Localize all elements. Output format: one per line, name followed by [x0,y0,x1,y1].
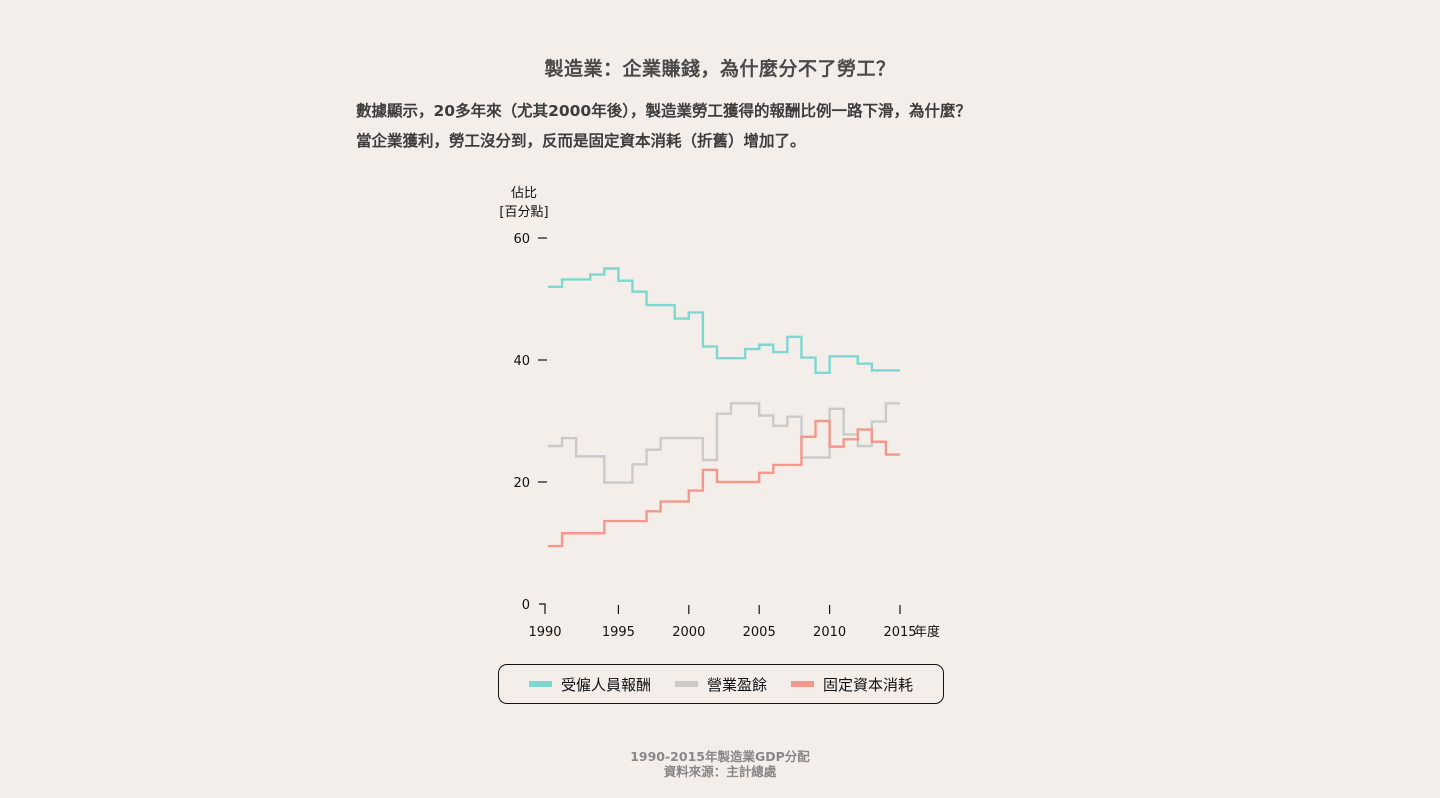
y-tick-label: 60 [513,232,530,247]
legend-item-capital-consumption: 固定資本消耗 [791,674,913,695]
chart-series [548,267,900,548]
y-tick-label: 40 [513,354,530,369]
x-tick-label: 1995 [602,625,635,640]
y-tick-label: 0 [522,598,530,613]
legend-label: 受僱人員報酬 [560,675,651,694]
chart-footer: 1990-2015年製造業GDP分配 資料來源：主計總處 [0,749,1440,779]
series-operating-surplus [548,402,900,484]
legend-swatch [528,681,552,687]
footer-source: 資料來源：主計總處 [663,764,777,779]
legend-item-operating-surplus: 營業盈餘 [674,674,767,695]
x-tick-label: 2010 [813,625,846,640]
chart-title: 製造業：企業賺錢，為什麼分不了勞工？ [544,58,896,80]
description-line-2: 當企業獲利，勞工沒分到，反而是固定資本消耗（折舊）增加了。 [356,132,806,150]
x-tick-label: 1990 [528,625,561,640]
legend-swatch [674,681,698,687]
x-tick-label: 2005 [743,625,776,640]
y-tick-label: 20 [513,476,530,491]
y-axis-label: 佔比 [511,186,537,201]
legend-item-employee-compensation: 受僱人員報酬 [528,674,651,695]
x-axis-label: 年度 [914,624,940,640]
chart-legend: 受僱人員報酬 營業盈餘 固定資本消耗 [498,664,944,704]
x-tick-label: 2000 [672,625,705,640]
y-axis-unit-label: [百分點] [499,205,548,220]
series-employee-compensation [548,267,900,375]
legend-swatch [791,681,814,687]
origin-mark [539,603,546,614]
series-capital-consumption [548,419,900,548]
x-tick-label: 2015 [883,625,916,640]
legend-label: 固定資本消耗 [823,675,914,694]
chart-description: 數據顯示，20多年來（尤其2000年後），製造業勞工獲得的報酬比例一路下滑，為什… [356,96,1076,156]
description-line-1: 數據顯示，20多年來（尤其2000年後），製造業勞工獲得的報酬比例一路下滑，為什… [356,102,971,120]
footer-caption: 1990-2015年製造業GDP分配 [630,749,810,764]
legend-label: 營業盈餘 [706,675,767,694]
